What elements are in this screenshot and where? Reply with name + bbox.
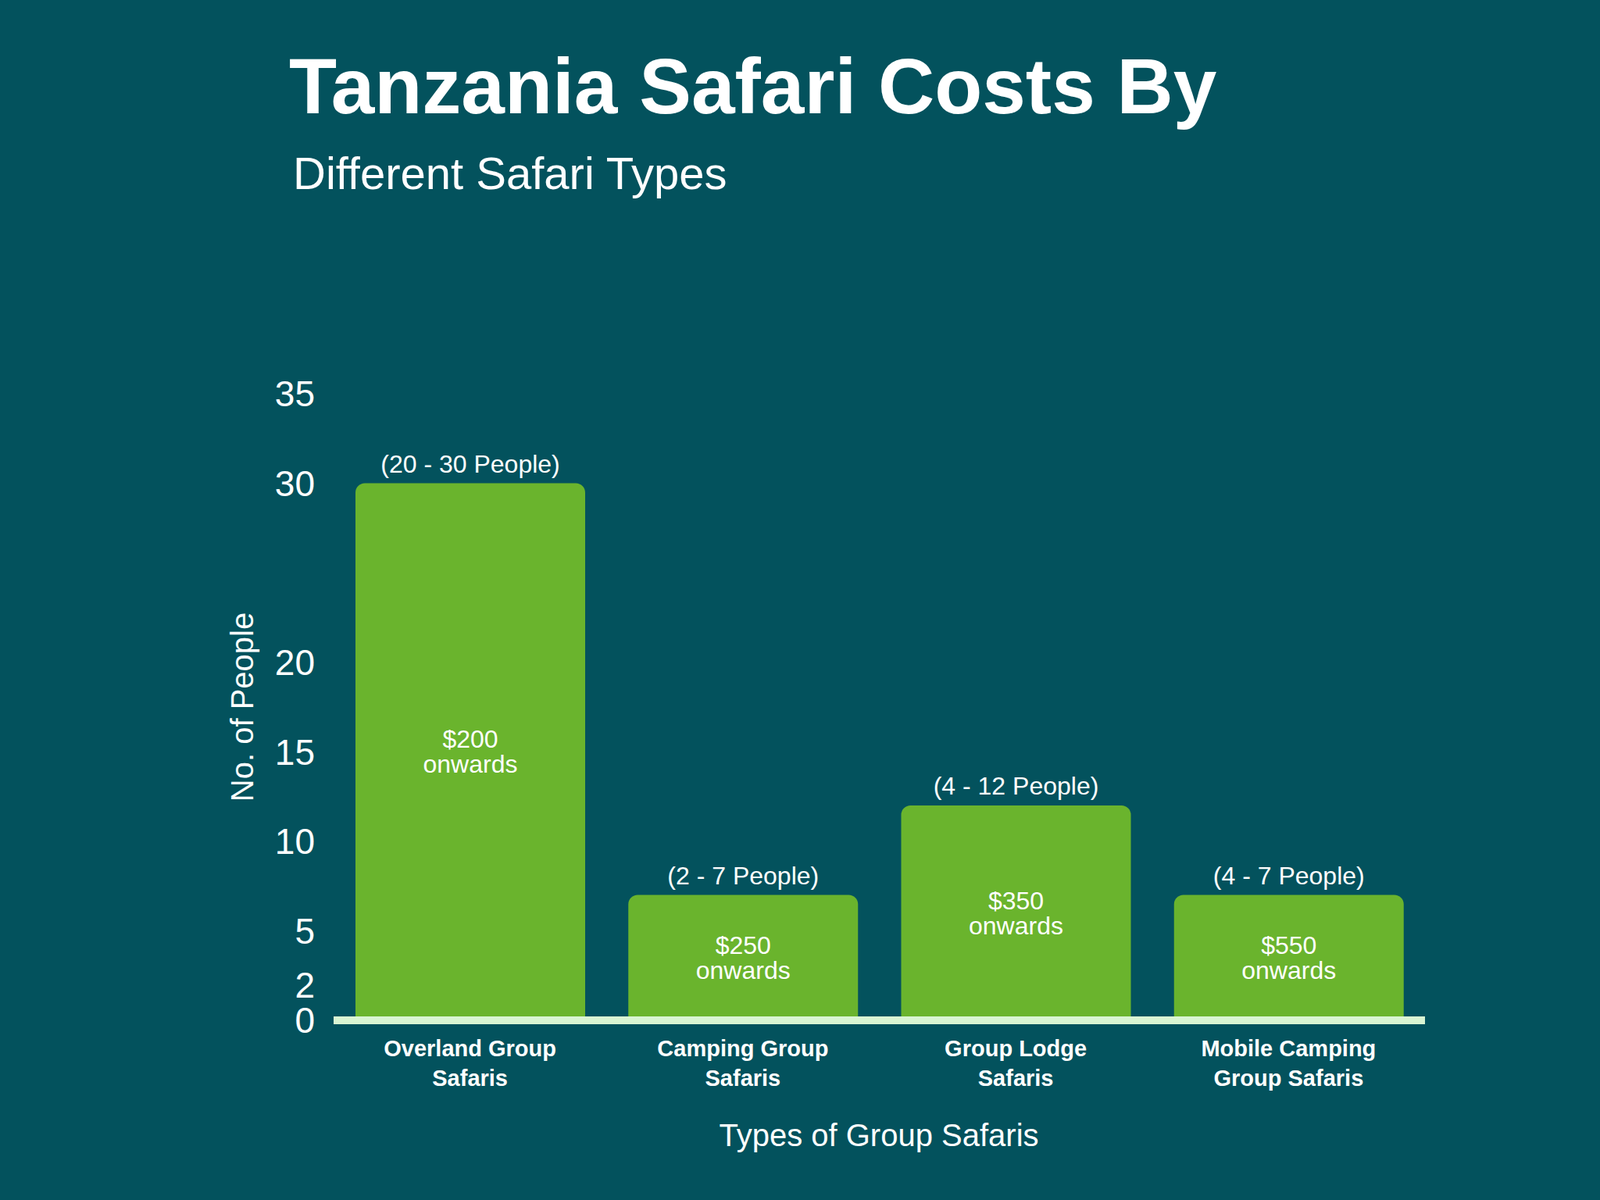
- svg-text:(4 - 12 People): (4 - 12 People): [933, 771, 1100, 800]
- svg-text:0: 0: [294, 1000, 315, 1041]
- svg-text:$250onwards: $250onwards: [696, 931, 791, 985]
- html-text:Different Safari Types: Different Safari Types: [292, 147, 728, 199]
- svg-text:5: 5: [294, 910, 315, 952]
- svg-text:Camping GroupSafaris: Camping GroupSafaris: [657, 1035, 829, 1091]
- svg-text:Mobile CampingGroup Safaris: Mobile CampingGroup Safaris: [1200, 1035, 1376, 1091]
- svg-text:2: 2: [294, 964, 315, 1006]
- svg-text:$200onwards: $200onwards: [423, 725, 518, 779]
- svg-text:$550onwards: $550onwards: [1241, 931, 1336, 985]
- svg-text:(2 - 7 People): (2 - 7 People): [667, 861, 819, 890]
- svg-text:20: 20: [275, 642, 315, 683]
- svg-text:Overland GroupSafaris: Overland GroupSafaris: [383, 1035, 557, 1091]
- svg-text:(20 - 30 People): (20 - 30 People): [380, 450, 560, 479]
- svg-text:Group LodgeSafaris: Group LodgeSafaris: [944, 1035, 1087, 1091]
- svg-text:$350onwards: $350onwards: [968, 886, 1064, 940]
- svg-text:30: 30: [275, 463, 315, 504]
- svg-text:35: 35: [275, 373, 315, 415]
- svg-text:(4 - 7 People): (4 - 7 People): [1213, 861, 1365, 890]
- html-text:No. of People: No. of People: [224, 612, 259, 802]
- svg-text:15: 15: [275, 732, 315, 773]
- html-text:Tanzania Safari Costs By: Tanzania Safari Costs By: [289, 42, 1217, 130]
- html-text:Types of Group Safaris: Types of Group Safaris: [719, 1117, 1039, 1152]
- svg-text:10: 10: [275, 821, 315, 862]
